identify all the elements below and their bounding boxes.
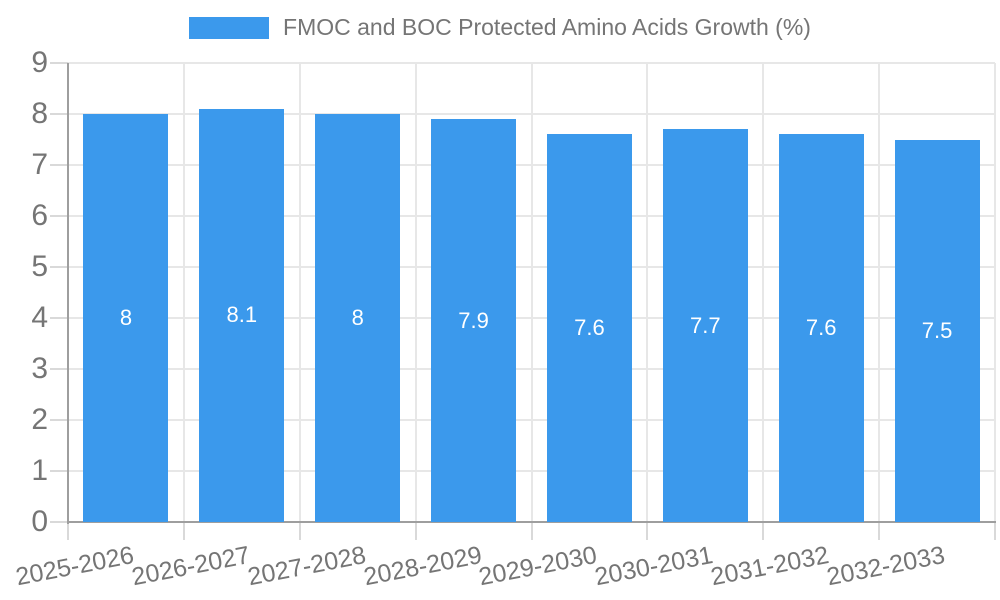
- bar-value-label: 7.5: [921, 317, 953, 343]
- y-axis-label: 2: [31, 403, 48, 436]
- x-axis-tick: [878, 522, 881, 540]
- bar-2028-2029[interactable]: [431, 119, 517, 522]
- legend-item[interactable]: FMOC and BOC Protected Amino Acids Growt…: [189, 14, 811, 41]
- x-axis-tick: [994, 522, 996, 540]
- y-axis-label: 8: [31, 97, 48, 130]
- y-axis-tick: [50, 470, 68, 472]
- y-axis-tick: [50, 521, 68, 523]
- y-axis-line: [67, 63, 69, 524]
- bar-value-label: 8: [119, 305, 133, 330]
- y-axis-label: 5: [31, 250, 48, 283]
- bar-value-label: 8: [351, 305, 364, 330]
- x-axis-tick: [298, 522, 301, 540]
- y-axis-tick: [50, 215, 68, 217]
- bar-2027-2028[interactable]: [315, 114, 401, 522]
- y-axis-tick: [50, 113, 68, 115]
- y-axis-tick: [50, 62, 68, 64]
- gridline-vertical: [762, 63, 765, 522]
- bar-value-label: 7.7: [690, 312, 721, 338]
- y-axis-tick: [50, 164, 68, 166]
- x-axis-tick: [414, 522, 417, 540]
- bar-value-label: 8.1: [226, 302, 258, 328]
- x-axis-tick: [762, 522, 765, 540]
- bar-2025-2026[interactable]: [83, 114, 169, 522]
- gridline-vertical: [646, 63, 649, 522]
- y-axis-label: 6: [31, 199, 48, 232]
- y-axis-label: 7: [31, 148, 48, 181]
- bar-value-label: 7.6: [574, 315, 605, 341]
- y-axis-tick: [50, 419, 68, 421]
- y-axis-label: 9: [31, 46, 48, 79]
- gridline-vertical: [298, 63, 301, 522]
- legend-label: FMOC and BOC Protected Amino Acids Growt…: [283, 14, 811, 40]
- x-axis-tick: [530, 522, 533, 540]
- bar-2032-2033[interactable]: [894, 139, 980, 522]
- x-axis-line: [67, 521, 996, 523]
- y-axis-label: 4: [31, 301, 48, 334]
- bar-value-label: 7.9: [458, 307, 489, 333]
- y-axis-label: 3: [31, 352, 48, 385]
- bar-2029-2030[interactable]: [546, 134, 632, 522]
- legend-swatch-icon: [189, 16, 270, 39]
- bar-2031-2032[interactable]: [778, 134, 864, 522]
- y-axis-tick: [50, 317, 68, 319]
- gridline-vertical: [994, 63, 996, 522]
- gridline-vertical: [878, 63, 881, 522]
- gridline-vertical: [530, 63, 533, 522]
- y-axis-tick: [50, 368, 68, 370]
- bar-2026-2027[interactable]: [199, 108, 285, 522]
- y-axis-label: 1: [31, 454, 48, 487]
- legend: FMOC and BOC Protected Amino Acids Growt…: [0, 14, 1000, 41]
- x-axis-tick: [182, 522, 185, 540]
- y-axis-tick: [50, 266, 68, 268]
- y-axis-label: 0: [31, 505, 48, 538]
- x-axis-tick: [646, 522, 649, 540]
- gridline-vertical: [414, 63, 417, 522]
- bar-value-label: 7.6: [805, 315, 837, 341]
- x-axis-tick: [67, 522, 69, 540]
- gridline-vertical: [182, 63, 185, 522]
- bar-2030-2031[interactable]: [662, 129, 748, 522]
